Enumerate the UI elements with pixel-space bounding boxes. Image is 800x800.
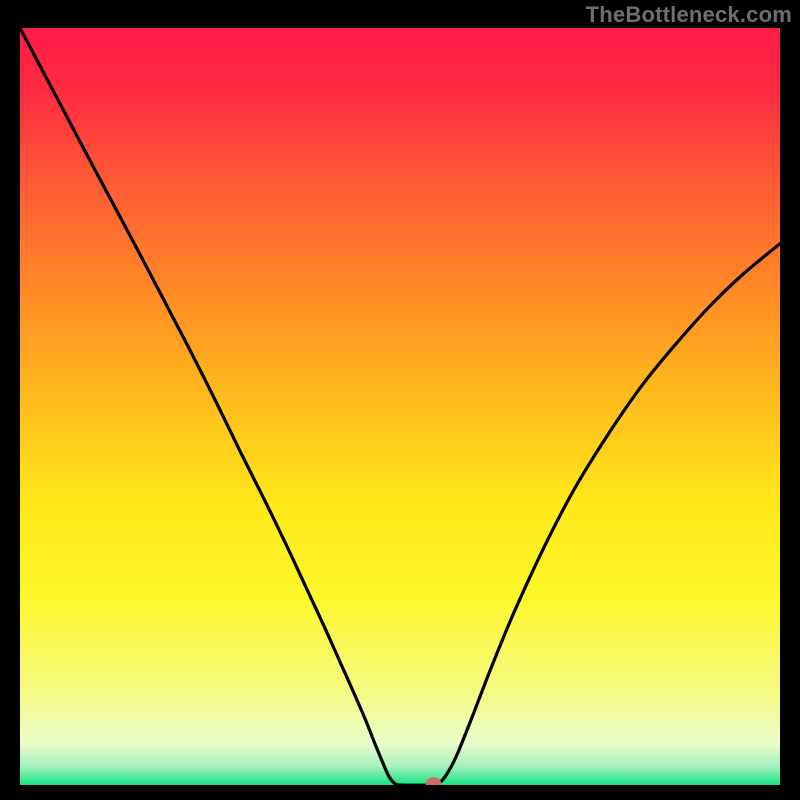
plot-background	[20, 28, 780, 785]
plot-svg	[20, 28, 780, 785]
plot-area	[20, 28, 780, 785]
watermark-text: TheBottleneck.com	[586, 2, 792, 28]
chart-container: TheBottleneck.com	[0, 0, 800, 800]
